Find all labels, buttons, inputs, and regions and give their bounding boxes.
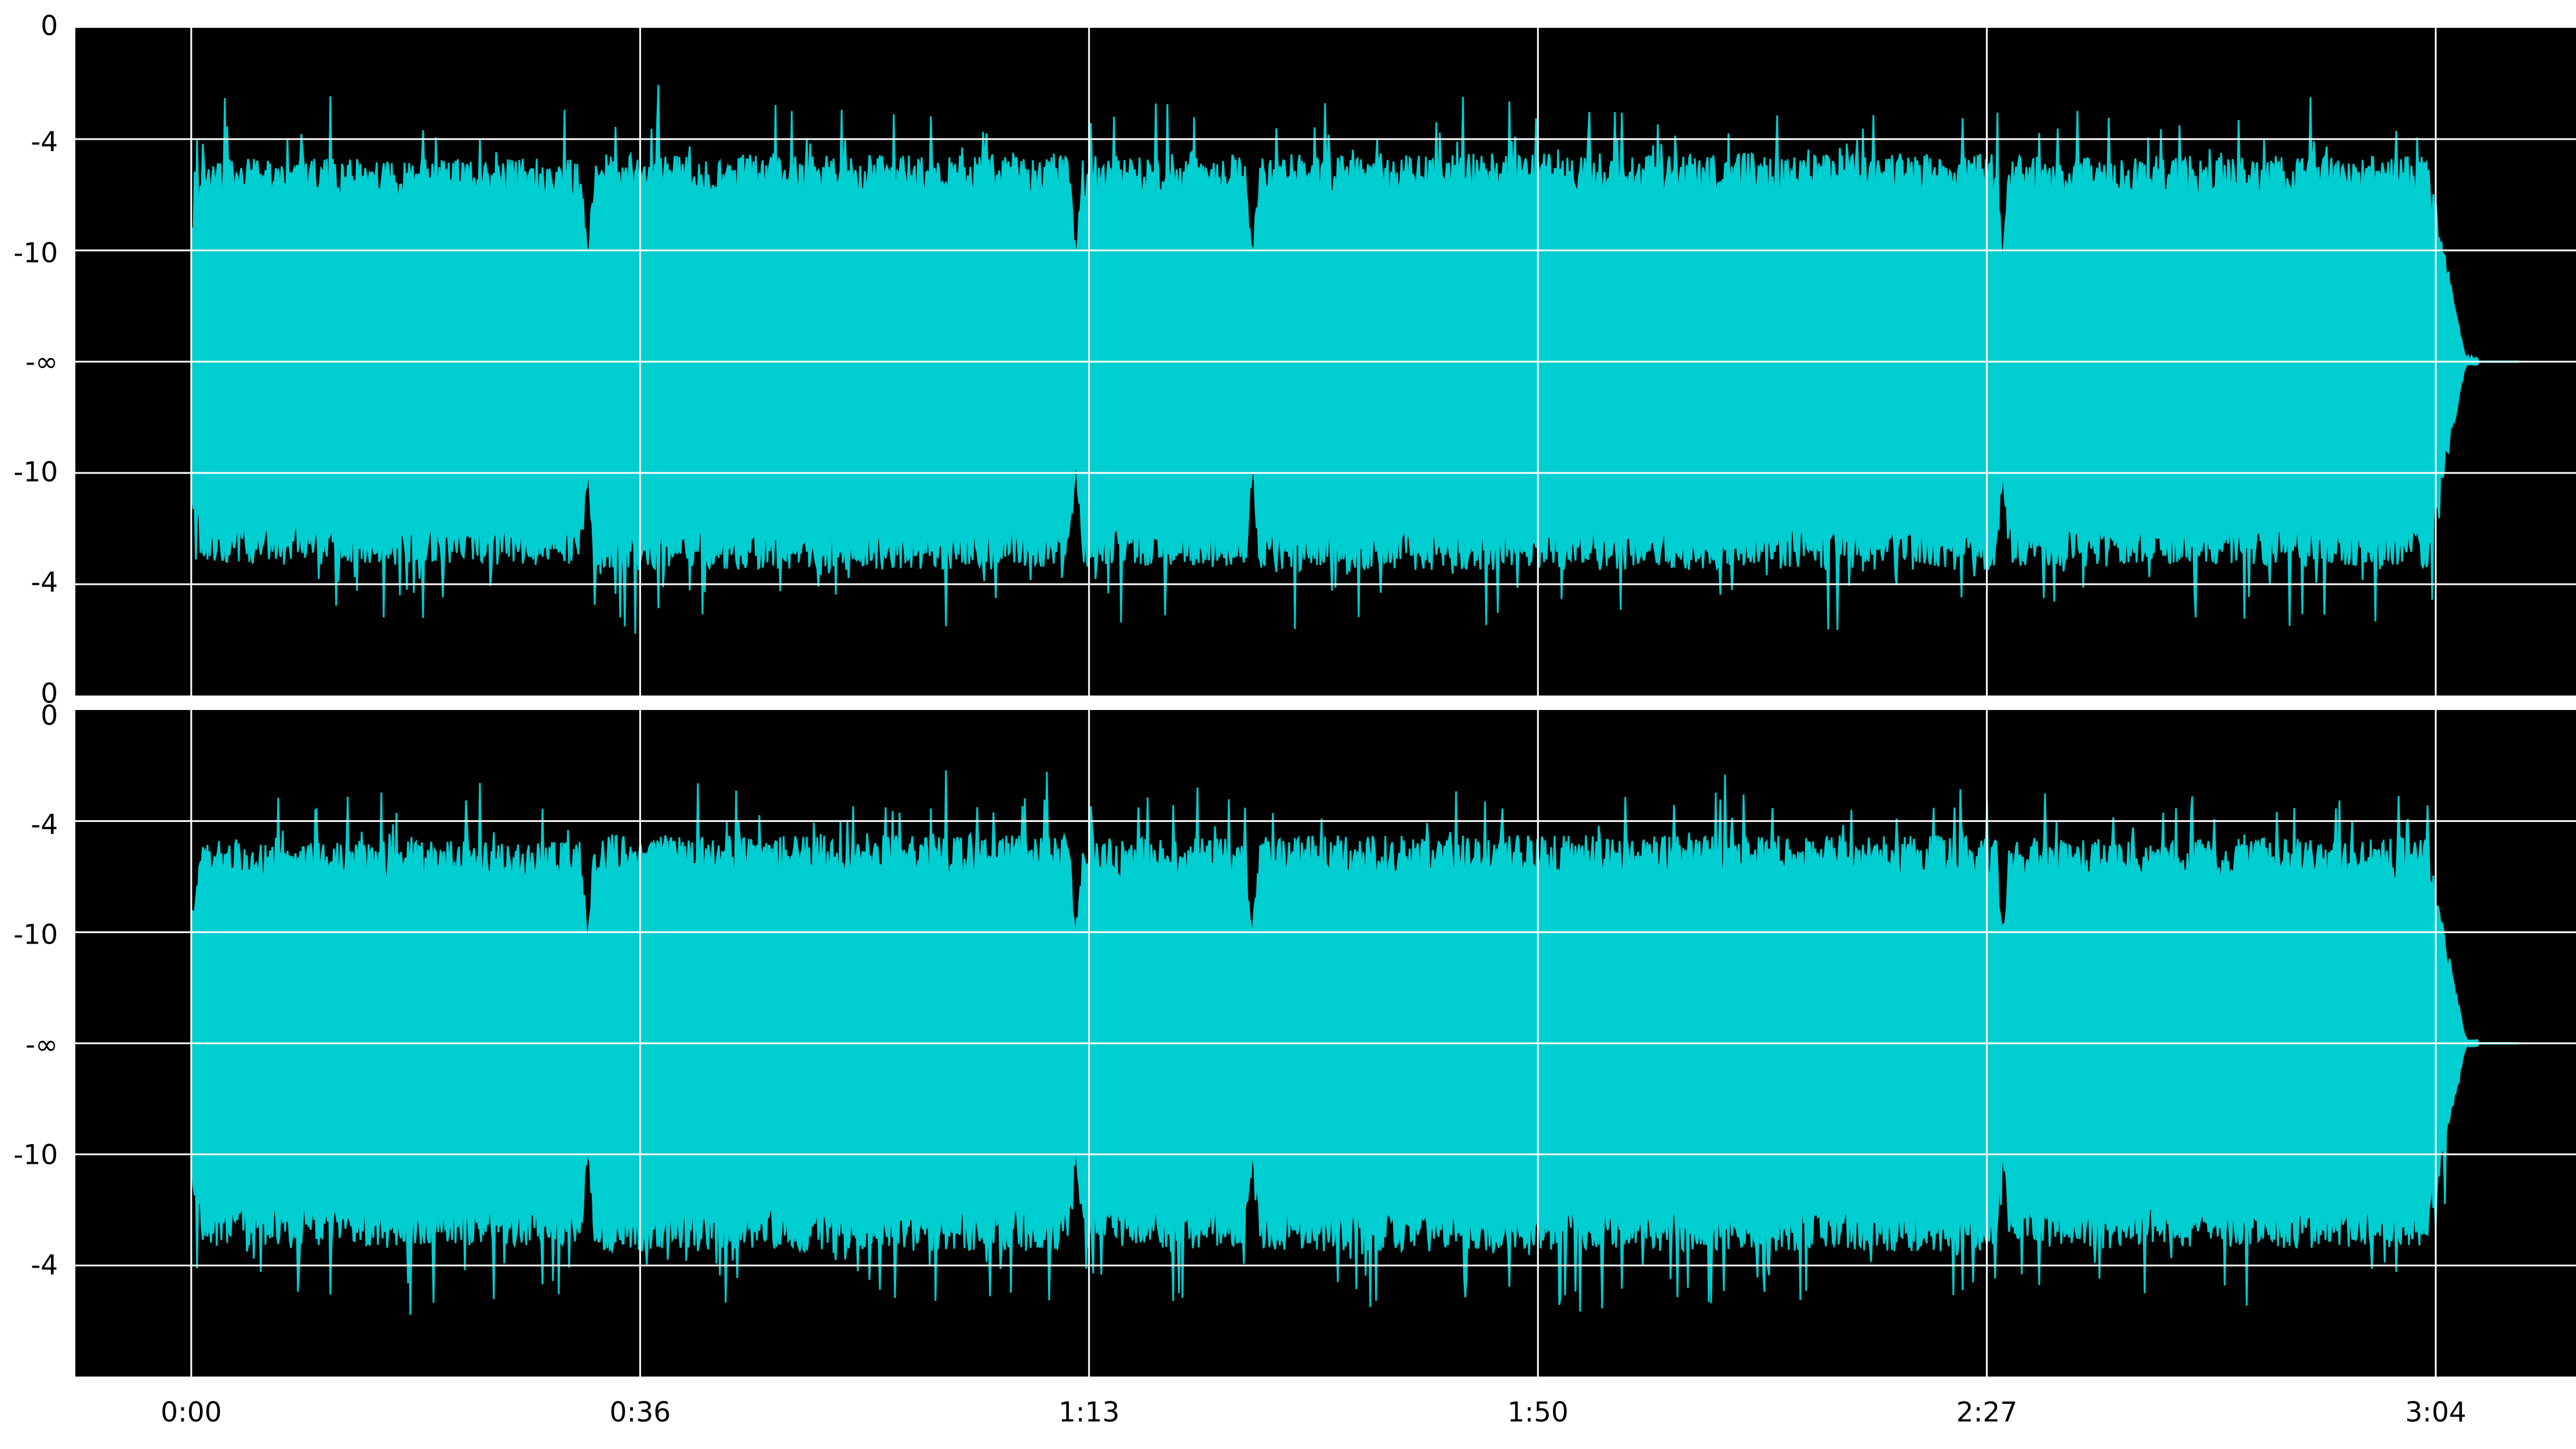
channel-upper-y-tick-label: 0	[41, 678, 58, 710]
channel-lower-grid	[75, 710, 2576, 1377]
x-tick-label: 1:13	[1058, 1397, 1120, 1429]
channel-lower-y-tick-label: 0	[41, 700, 58, 732]
channel-upper-panel: 0 -4 -10 -∞ -10 -4 0	[13, 10, 2576, 710]
channel-lower-y-tick-label: -4	[31, 809, 58, 841]
x-axis-tick-labels: 0:00 0:36 1:13 1:50 2:27 3:04	[161, 1397, 2466, 1429]
channel-lower-y-tick-label: -∞	[26, 1029, 58, 1061]
channel-upper-y-tick-label: -4	[31, 126, 58, 158]
channel-upper-grid	[75, 28, 2576, 696]
channel-upper-y-tick-label: -4	[31, 567, 58, 599]
channel-lower-y-tick-labels: 0 -4 -10 -∞ -10 -4	[13, 700, 58, 1281]
channel-lower-panel: 0 -4 -10 -∞ -10 -4	[13, 700, 2576, 1377]
channel-upper-y-tick-label: -10	[13, 457, 58, 489]
channel-upper-y-tick-labels: 0 -4 -10 -∞ -10 -4 0	[13, 10, 58, 710]
channel-upper-y-tick-label: -10	[13, 238, 58, 270]
x-tick-label: 2:27	[1956, 1397, 2018, 1429]
x-tick-label: 3:04	[2405, 1397, 2466, 1429]
x-tick-label: 0:00	[161, 1397, 222, 1429]
channel-lower-y-tick-label: -10	[13, 1139, 58, 1171]
x-tick-label: 0:36	[610, 1397, 671, 1429]
channel-upper-y-tick-label: -∞	[26, 347, 58, 378]
x-tick-label: 1:50	[1507, 1397, 1569, 1429]
channel-lower-y-tick-label: -4	[31, 1250, 58, 1281]
channel-lower-y-tick-label: -10	[13, 919, 58, 951]
channel-upper-y-tick-label: 0	[41, 10, 58, 42]
